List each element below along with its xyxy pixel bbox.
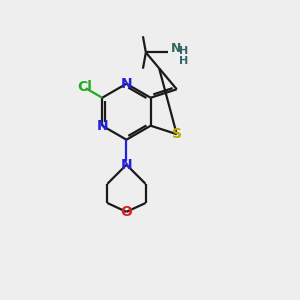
Text: O: O xyxy=(121,205,132,219)
Text: N: N xyxy=(96,119,108,133)
Text: S: S xyxy=(172,127,182,141)
Text: H: H xyxy=(179,56,188,66)
Text: N: N xyxy=(121,77,132,91)
Text: Cl: Cl xyxy=(77,80,92,94)
Text: N: N xyxy=(121,158,132,172)
Text: H: H xyxy=(179,46,188,56)
Text: N: N xyxy=(171,42,181,55)
